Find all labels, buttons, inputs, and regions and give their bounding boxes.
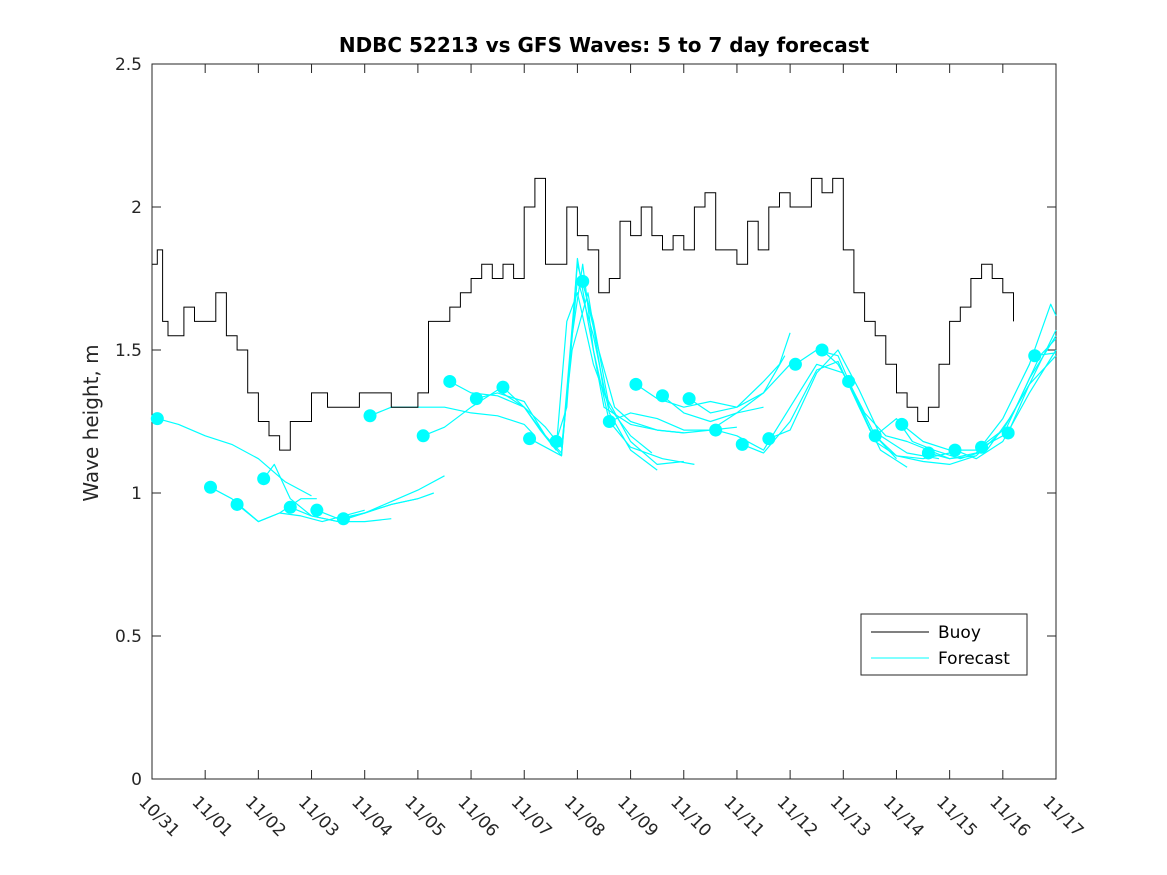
forecast-line-30: [1007, 355, 1057, 434]
forecast-marker-12: [523, 432, 537, 446]
forecast-line-18: [688, 332, 791, 414]
forecast-marker-5: [310, 503, 324, 517]
x-tick-label-3: 11/03: [294, 792, 343, 841]
forecast-line-12: [529, 263, 695, 465]
forecast-marker-17: [655, 389, 669, 403]
forecast-start-markers: [150, 274, 1042, 526]
forecast-marker-14: [576, 274, 590, 288]
x-tick-label-1: 11/01: [188, 792, 237, 841]
forecast-marker-10: [469, 392, 483, 406]
forecast-marker-15: [602, 415, 616, 428]
forecast-marker-0: [150, 412, 164, 426]
forecast-line-21: [768, 349, 940, 460]
forecast-marker-25: [868, 429, 882, 443]
forecast-marker-4: [283, 500, 297, 514]
x-tick-label-14: 11/14: [879, 792, 928, 841]
forecast-line-11: [502, 292, 684, 465]
forecast-marker-21: [762, 432, 776, 446]
y-tick-label-0: 0: [131, 770, 142, 790]
forecast-marker-23: [815, 343, 829, 357]
forecast-marker-27: [921, 446, 935, 460]
y-tick-label-5: 2.5: [115, 55, 142, 75]
legend-box: [860, 613, 1028, 676]
forecast-marker-26: [895, 417, 909, 431]
x-tick-label-11: 11/11: [719, 792, 768, 841]
forecast-line-5: [316, 475, 445, 520]
legend: Buoy Forecast: [860, 613, 1028, 676]
x-tick-label-9: 11/09: [613, 792, 662, 841]
forecast-line-0: [157, 418, 312, 497]
y-tick-label-4: 2: [131, 198, 142, 218]
forecast-marker-1: [203, 480, 217, 494]
forecast-marker-3: [257, 472, 271, 486]
forecast-marker-6: [336, 512, 350, 526]
forecast-marker-8: [416, 429, 430, 443]
buoy-series: [152, 177, 1014, 451]
forecast-line-28: [954, 349, 1057, 460]
y-axis-label: Wave height, m: [79, 344, 103, 501]
forecast-marker-7: [363, 409, 377, 423]
x-tick-label-0: 10/31: [134, 792, 183, 841]
x-tick-label-7: 11/07: [507, 792, 556, 841]
forecast-line-8: [422, 292, 610, 451]
forecast-marker-16: [629, 377, 643, 391]
forecast-line-29: [981, 335, 1057, 448]
forecast-line-17: [662, 355, 786, 423]
x-tick-label-12: 11/12: [773, 792, 822, 841]
x-tick-label-10: 11/10: [666, 792, 715, 841]
forecast-line-6: [343, 492, 435, 520]
y-tick-label-2: 1: [131, 484, 142, 504]
forecast-marker-9: [443, 374, 457, 388]
forecast-marker-11: [496, 380, 510, 394]
x-tick-label-8: 11/08: [560, 792, 609, 841]
legend-forecast-label: Forecast: [938, 649, 1010, 669]
forecast-marker-19: [709, 423, 723, 437]
forecast-marker-30: [1001, 426, 1015, 440]
legend-buoy-label: Buoy: [938, 623, 981, 643]
forecast-marker-29: [975, 440, 989, 454]
x-tick-label-6: 11/06: [454, 792, 503, 841]
chart-title: NDBC 52213 vs GFS Waves: 5 to 7 day fore…: [339, 33, 870, 57]
forecast-line-27: [928, 303, 1057, 460]
x-tick-label-16: 11/16: [985, 792, 1034, 841]
y-tick-label-1: 0.5: [115, 627, 142, 647]
forecast-marker-24: [842, 374, 856, 388]
x-tick-label-17: 11/17: [1038, 792, 1087, 841]
x-tick-label-5: 11/05: [400, 792, 449, 841]
forecast-marker-28: [948, 443, 962, 457]
x-tick-label-15: 11/15: [932, 792, 981, 841]
buoy-line: [152, 177, 1014, 451]
forecast-line-23: [821, 349, 977, 465]
y-tick-label-3: 1.5: [115, 341, 142, 361]
x-tick-label-2: 11/02: [241, 792, 290, 841]
forecast-marker-20: [735, 437, 749, 451]
x-tick-label-13: 11/13: [826, 792, 875, 841]
forecast-marker-18: [682, 392, 696, 406]
forecast-marker-2: [230, 497, 244, 511]
forecast-marker-13: [549, 435, 563, 449]
forecast-marker-22: [788, 357, 802, 371]
forecast-marker-31: [1028, 349, 1042, 363]
x-tick-label-4: 11/04: [347, 792, 396, 841]
